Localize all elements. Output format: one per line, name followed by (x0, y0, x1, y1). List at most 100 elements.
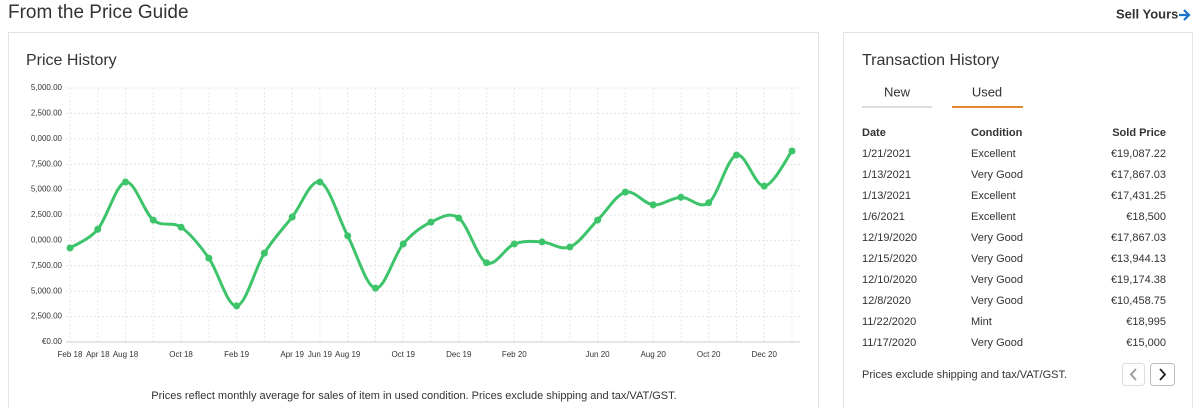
cell-date: 11/22/2020 (862, 316, 916, 328)
next-button[interactable] (1150, 363, 1175, 386)
y-tick-label: 7,500.00 (31, 159, 63, 168)
cell-date: 12/15/2020 (862, 253, 917, 265)
x-tick-label: Dec 20 (752, 350, 778, 359)
data-point (621, 188, 629, 196)
data-point (260, 249, 268, 257)
data-point (344, 232, 352, 240)
data-point (677, 193, 685, 201)
cell-condition: Mint (971, 316, 992, 328)
y-tick-label: 5,000.00 (31, 185, 63, 194)
cell-price: €18,995 (1126, 316, 1166, 328)
chart-panel (8, 32, 819, 408)
data-point (649, 201, 657, 209)
cell-date: 1/13/2021 (862, 169, 911, 181)
next-icon (1159, 368, 1167, 381)
cell-condition: Very Good (971, 253, 1023, 265)
cell-price: €13,944.13 (1111, 253, 1166, 265)
cell-price: €19,087.22 (1111, 148, 1166, 160)
prev-icon (1129, 368, 1137, 381)
table-note: Prices exclude shipping and tax/VAT/GST. (862, 369, 1067, 381)
cell-date: 12/10/2020 (862, 274, 917, 286)
transaction-title: Transaction History (862, 52, 999, 69)
arrow-icon (1179, 9, 1191, 21)
x-tick-label: Oct 19 (391, 350, 415, 359)
x-tick-label: Aug 19 (335, 350, 361, 359)
y-tick-label: 2,500.00 (31, 312, 63, 321)
data-point (66, 244, 74, 252)
data-point (149, 216, 157, 224)
y-tick-label: 2,500.00 (31, 210, 63, 219)
tab-used[interactable]: Used (972, 84, 1002, 99)
cell-price: €15,000 (1126, 337, 1166, 349)
x-tick-label: Apr 18 (86, 350, 110, 359)
y-tick-label: 5,000.00 (31, 83, 63, 92)
data-point (483, 259, 491, 267)
data-point (566, 243, 574, 251)
transaction-panel (843, 32, 1193, 408)
data-point (177, 223, 185, 231)
tab-new[interactable]: New (884, 84, 911, 99)
tab-underline-active (952, 106, 1023, 108)
cell-date: 1/6/2021 (862, 211, 905, 223)
cell-condition: Very Good (971, 337, 1023, 349)
data-point (732, 151, 740, 159)
cell-condition: Excellent (971, 190, 1016, 202)
prev-button[interactable] (1122, 363, 1145, 386)
column-header: Sold Price (1112, 127, 1166, 139)
page-title: From the Price Guide (8, 2, 189, 23)
data-point (760, 182, 768, 190)
x-tick-label: Aug 18 (113, 350, 139, 359)
data-point (705, 199, 713, 207)
x-tick-label: Feb 18 (58, 350, 83, 359)
sell-link[interactable]: Sell Yours (1116, 6, 1178, 21)
data-point (233, 302, 241, 310)
column-header: Date (862, 127, 886, 139)
data-point (205, 254, 213, 262)
plot: €0.00 2,500.00 5,000.00 7,500.00 0,000.00 2,5… (31, 83, 800, 359)
data-point (399, 240, 407, 248)
x-tick-label: Apr 19 (280, 350, 304, 359)
cell-condition: Very Good (971, 232, 1023, 244)
cell-date: 1/13/2021 (862, 190, 911, 202)
cell-condition: Excellent (971, 148, 1016, 160)
data-point (538, 238, 546, 246)
cell-price: €10,458.75 (1111, 295, 1166, 307)
cell-price: €19,174.38 (1111, 274, 1166, 286)
y-tick-label: 2,500.00 (31, 109, 63, 118)
data-point (788, 147, 796, 155)
chart-title: Price History (26, 52, 117, 69)
x-tick-label: Feb 20 (502, 350, 527, 359)
table-rows: 1/21/2021 Excellent €19,087.22 1/13/2021 Ver… (862, 148, 1166, 349)
y-tick-label: 5,000.00 (31, 286, 63, 295)
cell-condition: Very Good (971, 295, 1023, 307)
cell-condition: Very Good (971, 274, 1023, 286)
cell-date: 11/17/2020 (862, 337, 916, 349)
data-point (94, 225, 102, 233)
column-header: Condition (971, 127, 1023, 139)
tab-underline (862, 106, 932, 108)
x-tick-label: Jun 20 (586, 350, 611, 359)
y-tick-label: 7,500.00 (31, 261, 63, 270)
data-point (455, 214, 463, 222)
data-point (288, 213, 296, 221)
data-point (122, 178, 130, 186)
chart-note: Prices reflect monthly average for sales… (151, 390, 676, 402)
cell-price: €17,431.25 (1111, 190, 1166, 202)
cell-condition: Excellent (971, 211, 1016, 223)
x-tick-label: Jun 19 (308, 350, 333, 359)
cell-condition: Very Good (971, 169, 1023, 181)
y-tick-label: 0,000.00 (31, 134, 63, 143)
x-tick-label: Oct 20 (697, 350, 721, 359)
cell-date: 12/8/2020 (862, 295, 911, 307)
data-point (510, 240, 518, 248)
cell-date: 12/19/2020 (862, 232, 917, 244)
cell-price: €17,867.03 (1111, 169, 1166, 181)
y-tick-label: €0.00 (42, 337, 63, 346)
data-point (316, 178, 324, 186)
x-tick-label: Dec 19 (446, 350, 472, 359)
data-point (371, 284, 379, 292)
cell-date: 1/21/2021 (862, 148, 911, 160)
cell-price: €18,500 (1126, 211, 1166, 223)
